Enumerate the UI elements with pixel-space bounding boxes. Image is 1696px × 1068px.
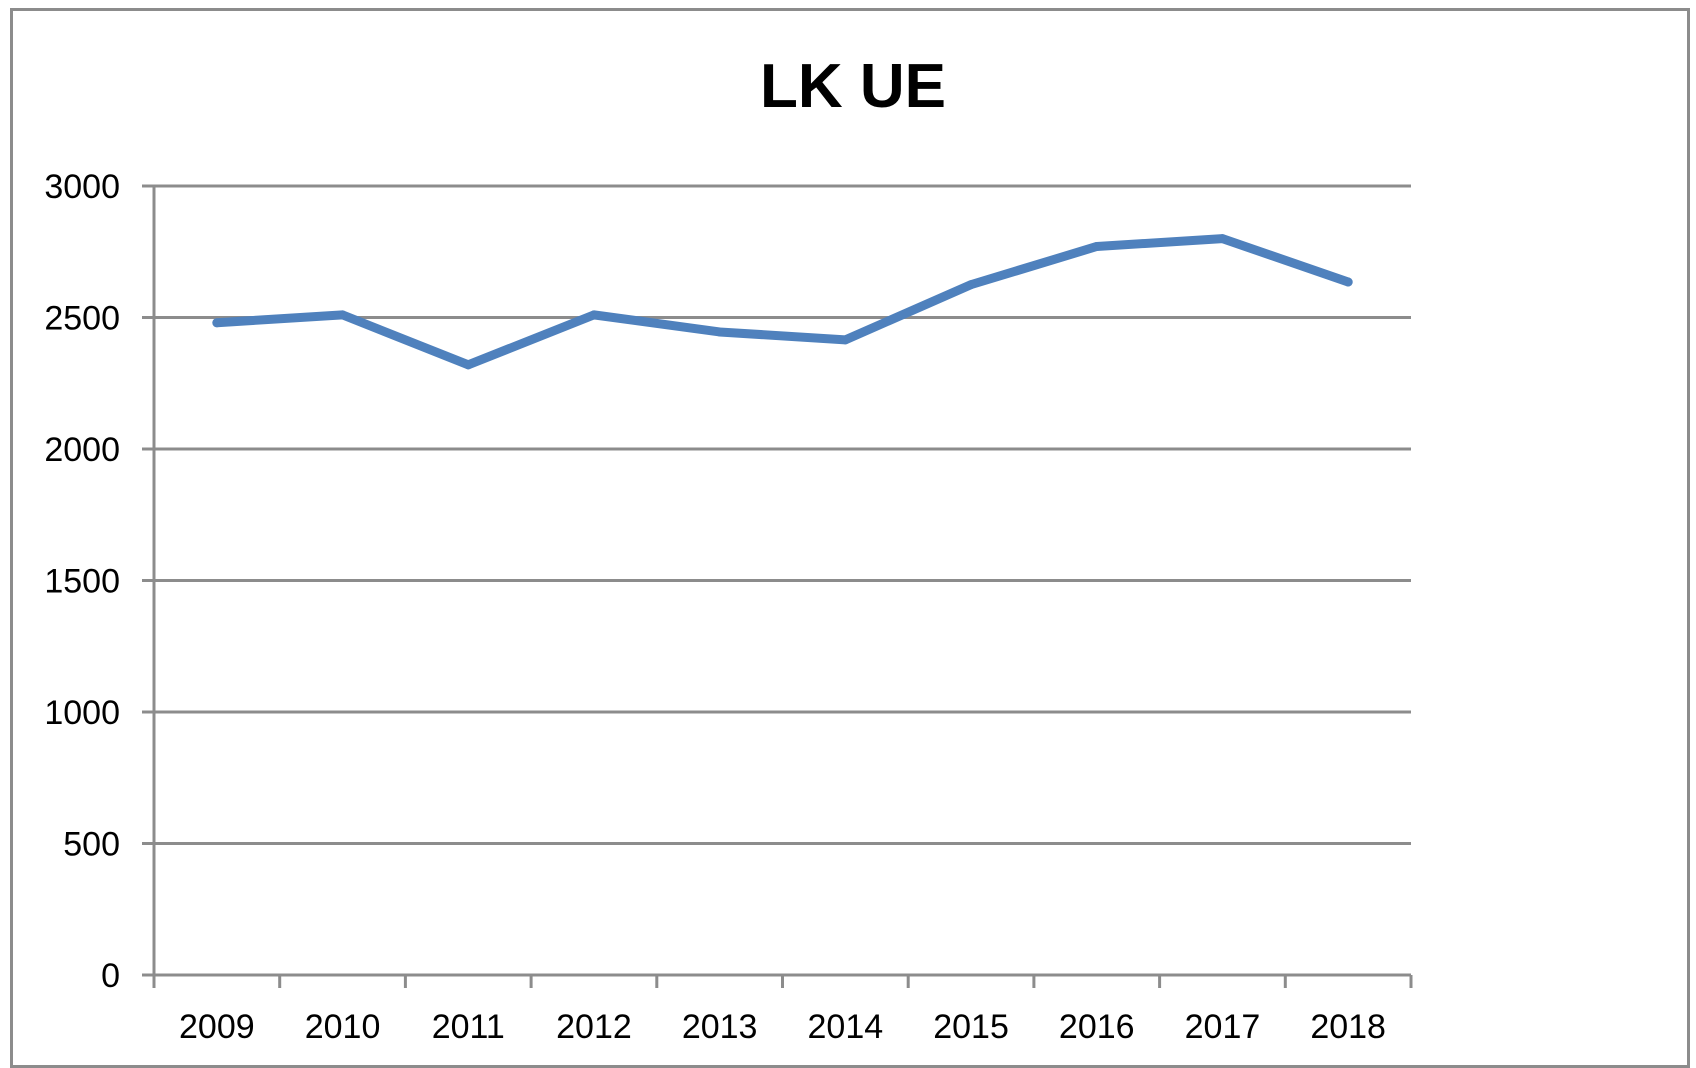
y-tick-label: 3000 [44, 168, 120, 206]
x-tick-label: 2018 [1310, 1008, 1386, 1046]
data-point [1343, 277, 1353, 287]
data-point [589, 310, 599, 320]
y-tick-label: 500 [63, 826, 120, 864]
x-tick-label: 2014 [808, 1008, 884, 1046]
data-point [1092, 241, 1102, 251]
y-tick-label: 1500 [44, 563, 120, 601]
gridlines [142, 184, 1411, 845]
data-point [1217, 234, 1227, 244]
x-tick-label: 2009 [179, 1008, 255, 1046]
data-point [840, 335, 850, 345]
y-tick-label: 2000 [44, 431, 120, 469]
series-layer [212, 234, 1353, 370]
y-tick-label: 0 [101, 957, 120, 995]
y-axis-tick-labels: 0 500 1000 1500 2000 2500 3000 [44, 168, 120, 995]
y-tick-label: 1000 [44, 694, 120, 732]
x-tick-label: 2015 [933, 1008, 1009, 1046]
data-point [338, 310, 348, 320]
data-point [463, 360, 473, 370]
x-tick-label: 2010 [305, 1008, 381, 1046]
x-axis-tick-labels: 2009 2010 2011 2012 2013 2014 2015 2016 2017 2018 [179, 1008, 1386, 1046]
axes [142, 184, 1413, 988]
x-tick-label: 2017 [1185, 1008, 1261, 1046]
x-tick-label: 2016 [1059, 1008, 1135, 1046]
chart-title: LK UE [760, 52, 946, 121]
data-point [966, 280, 976, 290]
data-point [212, 318, 222, 328]
data-point [715, 327, 725, 337]
x-tick-label: 2012 [556, 1008, 632, 1046]
y-tick-label: 2500 [44, 300, 120, 338]
series-line [212, 234, 1353, 370]
x-tick-label: 2011 [432, 1008, 505, 1046]
x-tick-label: 2013 [682, 1008, 758, 1046]
